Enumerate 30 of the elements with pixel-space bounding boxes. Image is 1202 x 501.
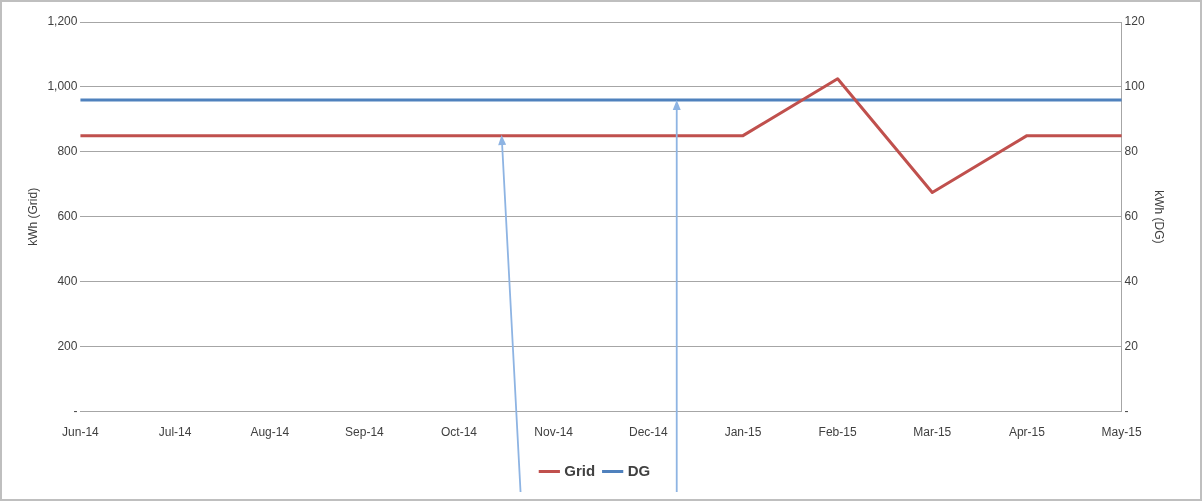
y2-tick-label: 60 (1124, 209, 1139, 224)
y-tick-label: 800 (57, 144, 78, 159)
x-tick-label: Nov-14 (534, 425, 574, 440)
x-tick-label: Jul-14 (158, 425, 192, 440)
y2-axis-title: kWh (DG) (1152, 190, 1167, 244)
y2-tick-label: 120 (1124, 14, 1145, 29)
y-tick-label: 600 (57, 209, 78, 224)
y2-tick-label: 40 (1124, 274, 1139, 289)
y-tick-label: 400 (57, 274, 78, 289)
x-tick-label: Oct-14 (441, 425, 478, 440)
x-tick-label: Dec-14 (628, 425, 668, 440)
x-tick-label: May-15 (1101, 425, 1142, 440)
y2-tick-label: 80 (1124, 144, 1139, 159)
y2-tick-label: 100 (1124, 79, 1145, 94)
legend-label: Grid (564, 461, 596, 479)
y-tick-label: 1,000 (47, 79, 78, 94)
x-tick-label: Mar-15 (913, 425, 952, 440)
x-tick-label: Jun-14 (62, 425, 100, 440)
x-tick-label: Jan-15 (724, 425, 762, 440)
y2-tick-label: 20 (1124, 338, 1139, 353)
y-tick-label: 1,200 (47, 14, 78, 29)
x-tick-label: Aug-14 (250, 425, 290, 440)
x-tick-label: Apr-15 (1008, 425, 1046, 440)
y-tick-label: - (73, 403, 78, 418)
y-tick-label: 200 (57, 338, 78, 353)
y2-tick-label: - (1124, 403, 1129, 418)
x-tick-label: Sep-14 (345, 425, 385, 440)
x-tick-label: Feb-15 (818, 425, 857, 440)
y-axis-title: kWh (Grid) (25, 187, 40, 246)
legend-label: DG (627, 461, 651, 479)
